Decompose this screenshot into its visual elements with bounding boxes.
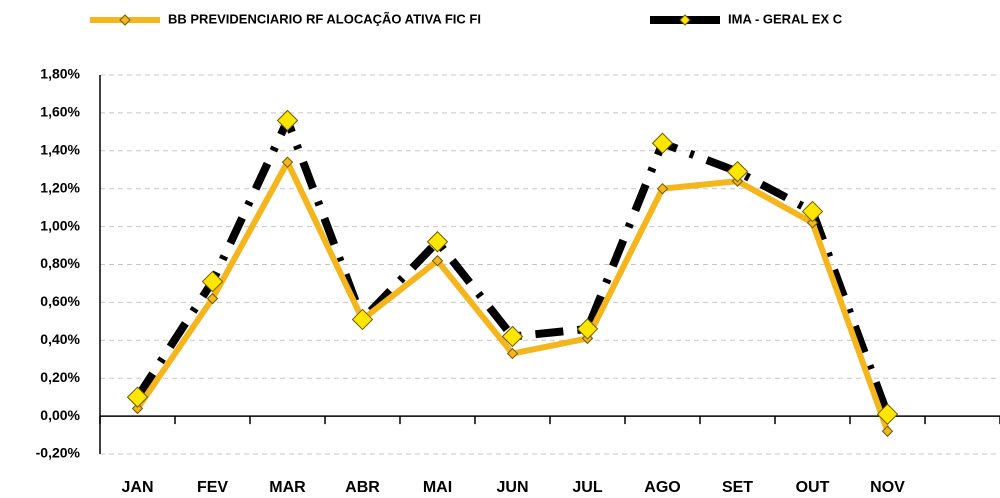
x-tick-label: JUL [572,479,602,496]
point-marker [201,270,224,293]
y-tick-label: 1,00% [40,217,80,233]
point-marker [131,402,144,415]
point-marker [651,132,674,154]
x-tick-label: MAI [423,479,452,496]
x-tick-label: NOV [870,479,905,496]
point-marker [656,182,669,195]
point-marker [876,403,899,425]
x-tick-label: ABR [345,479,380,496]
y-tick-label: 1,60% [40,104,80,120]
y-tick-label: 0,40% [40,331,80,347]
point-marker [881,425,894,437]
x-tick-label: FEV [197,479,228,496]
point-marker [126,386,149,408]
y-tick-label: 0,60% [40,293,80,309]
y-tick-label: 0,00% [40,407,80,423]
legend-marker [679,14,691,26]
y-tick-label: -0,20% [36,445,81,461]
legend-label: IMA - GERAL EX C [728,11,843,26]
y-tick-label: 1,40% [40,142,80,158]
point-marker [801,200,824,223]
x-tick-label: JAN [121,479,153,496]
series-line [134,116,892,416]
y-tick-label: 0,20% [40,369,80,385]
point-marker [431,255,444,267]
point-marker [501,325,524,348]
x-tick-label: MAR [269,479,306,496]
legend-label: BB PREVIDENCIARIO RF ALOCAÇÃO ATIVA FIC … [168,11,481,26]
x-tick-label: OUT [796,479,830,496]
point-marker [506,347,519,360]
y-tick-label: 0,80% [40,255,80,271]
y-tick-label: 1,80% [40,66,80,82]
point-marker [206,292,219,305]
point-marker [351,308,374,331]
y-tick-label: 1,20% [40,179,80,195]
legend-marker [119,14,131,26]
point-marker [806,217,819,229]
x-tick-label: JUN [496,479,528,496]
point-marker [281,156,294,168]
point-marker [426,231,449,253]
point-marker [726,160,749,183]
point-marker [276,109,299,132]
point-marker [576,318,599,340]
x-tick-label: SET [722,479,753,496]
x-tick-label: AGO [644,479,680,496]
